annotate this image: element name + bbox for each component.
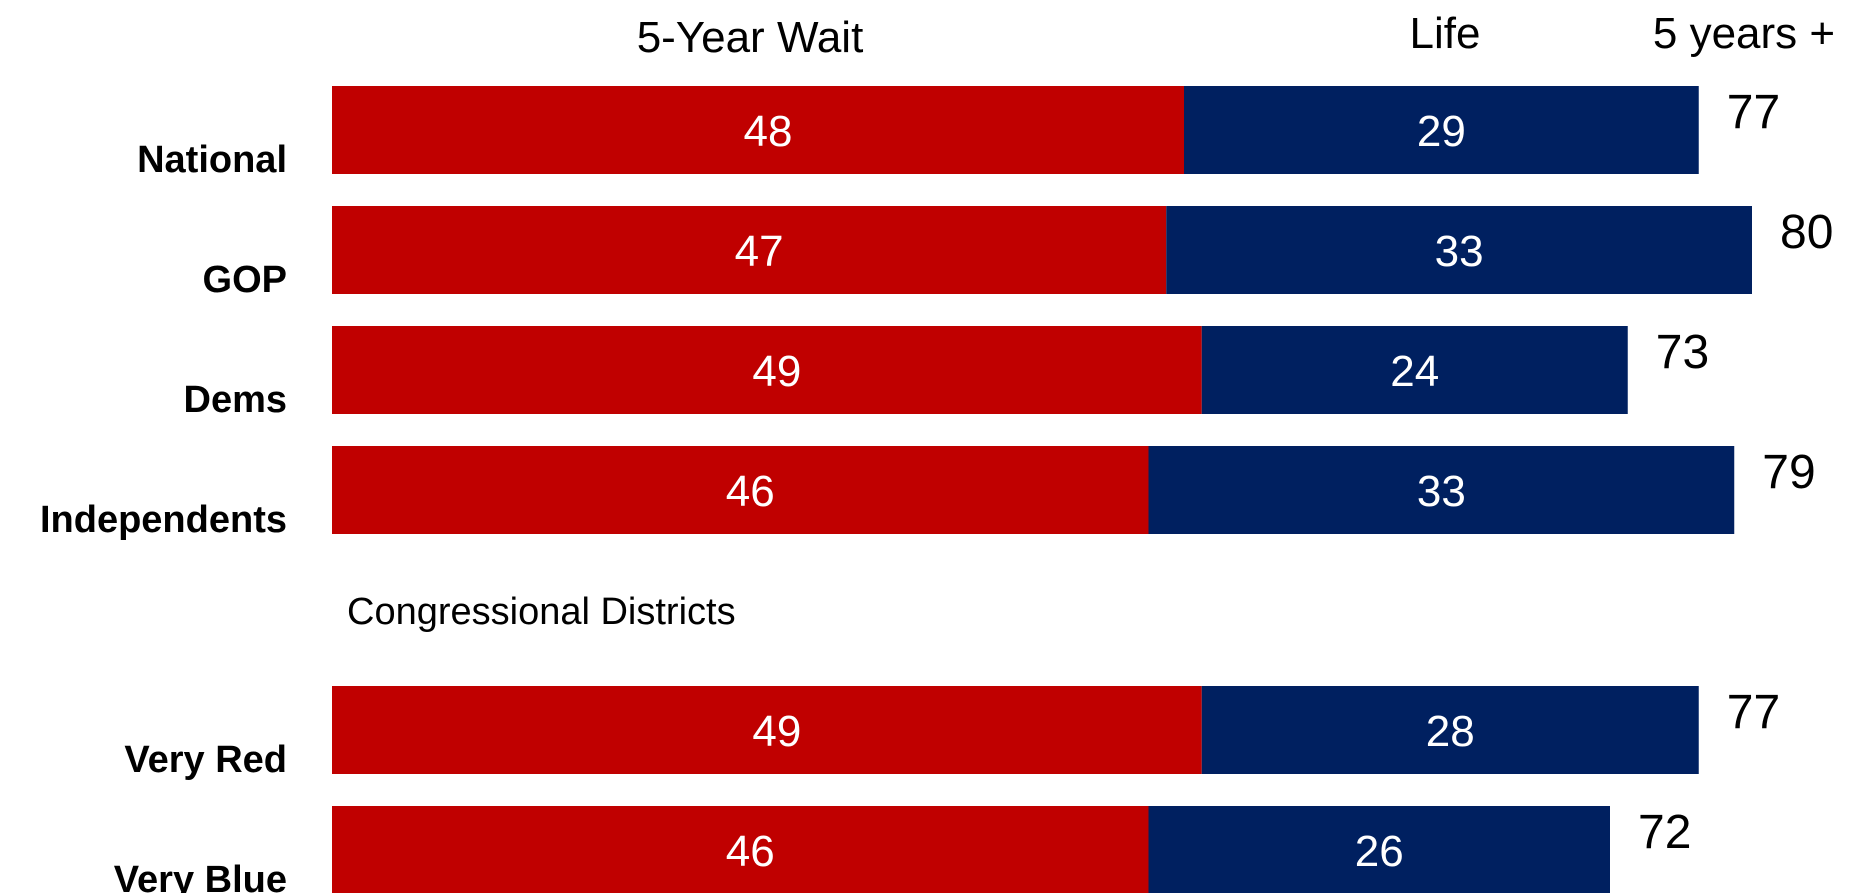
- bar-life-very-blue: [1148, 806, 1610, 893]
- category-label-gop: GOP: [203, 259, 287, 301]
- section-label: Congressional Districts: [347, 591, 736, 633]
- value-label-5-year-wait-gop: 47: [735, 227, 784, 276]
- bars-group: National 48 29 77 GOP 47 33 80 Dems 49 24 73 Indepen…: [40, 86, 1833, 893]
- totals-header: 5 years +: [1653, 9, 1835, 58]
- value-label-5-year-wait-very-red: 49: [752, 707, 801, 756]
- series-header-5-year-wait: 5-Year Wait: [637, 13, 864, 62]
- total-label-dems: 73: [1656, 326, 1709, 379]
- series-header-life: Life: [1410, 9, 1481, 58]
- bar-5-year-wait-gop: [332, 206, 1167, 294]
- total-label-gop: 80: [1780, 206, 1833, 259]
- bar-life-independents: [1148, 446, 1735, 534]
- bar-life-very-red: [1201, 686, 1699, 774]
- bar-5-year-wait-national: [332, 86, 1184, 174]
- value-label-5-year-wait-national: 48: [744, 107, 793, 156]
- value-label-life-very-blue: 26: [1355, 827, 1404, 876]
- category-label-very-red: Very Red: [124, 739, 287, 781]
- value-label-5-year-wait-dems: 49: [752, 347, 801, 396]
- bar-5-year-wait-very-blue: [332, 806, 1149, 893]
- total-label-national: 77: [1727, 86, 1780, 139]
- category-label-national: National: [137, 139, 287, 181]
- total-label-very-blue: 72: [1638, 806, 1691, 859]
- bar-life-gop: [1166, 206, 1752, 294]
- category-label-dems: Dems: [184, 379, 288, 421]
- bar-5-year-wait-independents: [332, 446, 1149, 534]
- value-label-life-independents: 33: [1417, 467, 1466, 516]
- value-label-life-gop: 33: [1435, 227, 1484, 276]
- total-label-very-red: 77: [1727, 686, 1780, 739]
- total-label-independents: 79: [1762, 446, 1815, 499]
- bar-5-year-wait-dems: [332, 326, 1202, 414]
- category-label-very-blue: Very Blue: [114, 859, 287, 893]
- value-label-life-dems: 24: [1390, 347, 1439, 396]
- value-label-life-national: 29: [1417, 107, 1466, 156]
- bar-5-year-wait-very-red: [332, 686, 1202, 774]
- value-label-5-year-wait-very-blue: 46: [726, 827, 775, 876]
- value-label-5-year-wait-independents: 46: [726, 467, 775, 516]
- bar-life-national: [1184, 86, 1699, 174]
- bar-life-dems: [1201, 326, 1628, 414]
- category-label-independents: Independents: [40, 499, 287, 541]
- value-label-life-very-red: 28: [1426, 707, 1475, 756]
